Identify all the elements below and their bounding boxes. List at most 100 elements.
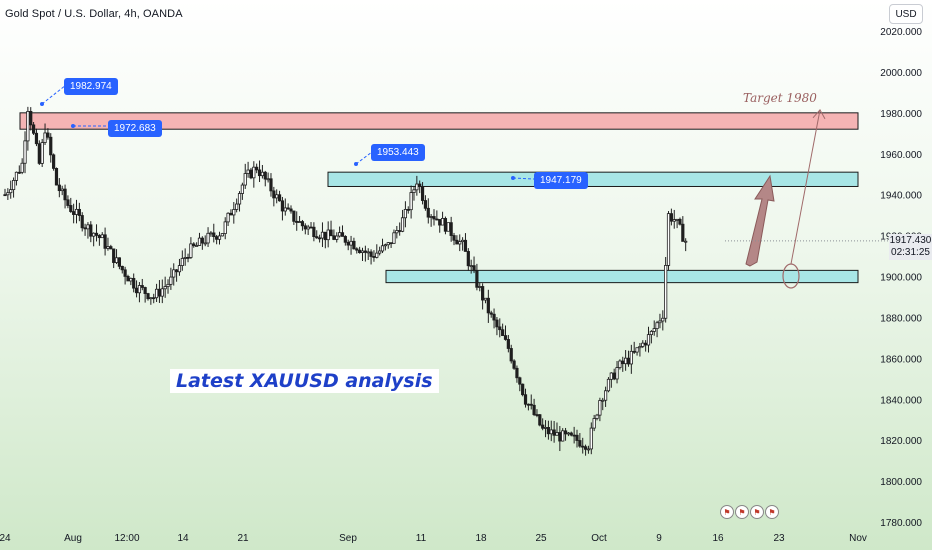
symbol-title: Gold Spot / U.S. Dollar, 4h, OANDA	[5, 8, 183, 20]
candle-body	[289, 208, 293, 212]
candle-body	[355, 248, 359, 251]
candle-body	[652, 328, 656, 332]
candle-body	[463, 239, 468, 252]
candle-body	[644, 342, 648, 346]
economic-events[interactable]: ⚑ ⚑ ⚑ ⚑	[720, 505, 779, 519]
candle-body	[641, 342, 645, 347]
us-flag-icon[interactable]: ⚑	[720, 505, 734, 519]
candle-body	[349, 240, 353, 246]
candle-body	[535, 414, 539, 416]
callout-pointer	[512, 177, 535, 180]
candle-body	[89, 224, 93, 237]
candle-body	[423, 200, 428, 209]
candle-body	[503, 335, 508, 340]
candle-body	[263, 171, 267, 180]
candle-body	[518, 377, 522, 385]
candle-body	[538, 414, 542, 426]
candle-body	[220, 233, 224, 237]
candle-body	[269, 178, 273, 192]
candle-body	[46, 132, 50, 138]
candle-body	[212, 232, 216, 238]
candle-body	[604, 390, 608, 401]
candle-body	[363, 250, 367, 253]
candle-body	[266, 178, 270, 181]
candle-body	[120, 265, 124, 271]
callout-high-4: 1947.179	[534, 172, 588, 189]
candle-body	[549, 429, 553, 435]
candle-body	[323, 231, 327, 241]
us-flag-icon[interactable]: ⚑	[765, 505, 779, 519]
x-tick-label: 12:00	[114, 533, 139, 544]
candle-body	[206, 232, 210, 244]
candle-body	[589, 427, 593, 450]
analysis-headline: Latest XAUUSD analysis	[170, 369, 439, 393]
candle-body	[495, 319, 499, 328]
candle-body	[655, 322, 659, 330]
candle-body	[277, 194, 282, 202]
candle-body	[74, 208, 79, 215]
candle-body	[235, 203, 239, 210]
candle-body	[666, 213, 671, 266]
candle-body	[486, 297, 490, 314]
candle-body	[358, 249, 362, 254]
candle-body	[329, 229, 333, 237]
price-zone	[19, 112, 859, 130]
candle-body	[157, 288, 162, 297]
candle-body	[681, 223, 685, 242]
candle-body	[315, 236, 319, 239]
x-tick-label: Nov	[849, 533, 867, 544]
candle-body	[166, 283, 170, 287]
candle-body	[552, 429, 556, 436]
candle-body	[217, 235, 222, 240]
x-tick-label: 11	[416, 533, 427, 544]
candle-body	[103, 234, 107, 249]
candle-body	[523, 394, 528, 405]
candle-body	[286, 207, 290, 210]
candle-body	[555, 432, 559, 436]
candle-body	[192, 243, 196, 247]
candle-body	[11, 180, 16, 191]
candle-body	[186, 257, 190, 259]
candle-body	[598, 400, 602, 416]
callout-high-3: 1953.443	[371, 144, 425, 161]
candle-body	[249, 169, 253, 179]
candle-body	[340, 232, 345, 237]
x-tick-label: 9	[656, 533, 662, 544]
candle-body	[635, 347, 639, 353]
candle-body	[446, 222, 450, 232]
candle-body	[246, 169, 250, 174]
candle-body	[243, 173, 247, 186]
candle-body	[621, 360, 625, 365]
y-tick-label: 1780.000	[880, 518, 922, 529]
candle-body	[226, 212, 230, 223]
candle-body	[312, 226, 316, 238]
candle-body	[578, 440, 582, 447]
candle-body	[632, 350, 636, 353]
currency-button[interactable]: USD	[889, 4, 923, 24]
price-zone	[327, 171, 859, 187]
x-tick-label: 16	[712, 533, 724, 544]
candle-body	[40, 142, 44, 164]
candle-body	[360, 250, 365, 254]
candle-body	[498, 326, 502, 331]
candle-body	[338, 232, 342, 237]
candle-body	[452, 235, 456, 241]
candle-body	[512, 360, 516, 369]
candle-body	[581, 445, 585, 448]
candle-body	[32, 124, 36, 134]
candle-body	[615, 367, 619, 380]
candle-body	[369, 251, 373, 257]
target-arrow	[790, 109, 821, 265]
y-tick-label: 1820.000	[880, 436, 922, 447]
x-tick-label: 23	[773, 533, 785, 544]
candle-body	[97, 235, 101, 239]
candle-body	[418, 183, 422, 188]
us-flag-icon[interactable]: ⚑	[750, 505, 764, 519]
candle-body	[678, 218, 682, 225]
us-flag-icon[interactable]: ⚑	[735, 505, 749, 519]
candle-body	[77, 208, 81, 216]
candle-body	[606, 378, 611, 392]
candle-body	[543, 427, 548, 429]
